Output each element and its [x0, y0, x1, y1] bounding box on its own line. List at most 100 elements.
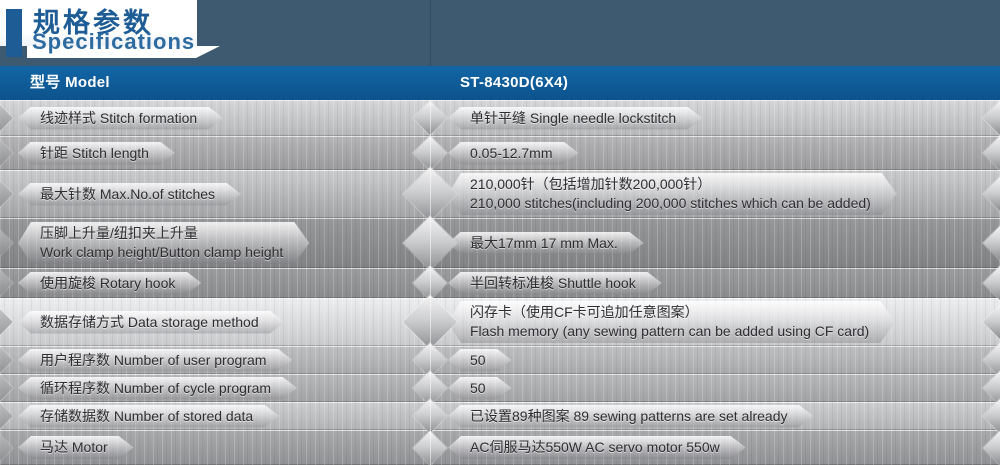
spec-value-ribbon: 单针平缝 Single needle lockstitch: [448, 107, 702, 130]
spec-value-ribbon: 50: [448, 377, 512, 400]
spec-value: 单针平缝 Single needle lockstitch: [470, 109, 677, 126]
spec-value: 半回转标准梭 Shuttle hook: [470, 274, 636, 291]
spec-value-cell: 单针平缝 Single needle lockstitch: [448, 100, 988, 136]
divider-diamond: [413, 399, 447, 433]
spec-value-ribbon: 0.05-12.7mm: [448, 142, 578, 165]
spec-label-ribbon: 用户程序数 Number of user program: [18, 349, 292, 372]
table-row: 最大针数 Max.No.of stitches 210,000针（包括增加针数2…: [0, 167, 1000, 221]
spec-label: 用户程序数 Number of user program: [40, 351, 267, 368]
spec-label-cell: 数据存储方式 Data storage method: [18, 298, 418, 346]
spec-table: 线迹样式 Stitch formation 单针平缝 Single needle…: [0, 100, 1000, 465]
spec-label-cell: 循环程序数 Number of cycle program: [18, 374, 418, 402]
spec-value-ribbon: 最大17mm 17 mm Max.: [448, 232, 644, 255]
spec-label-ribbon: 线迹样式 Stitch formation: [18, 107, 223, 130]
spec-label: 线迹样式 Stitch formation: [40, 109, 198, 126]
spec-value: 210,000针（包括增加针数200,000针）: [470, 176, 712, 192]
left-edge-diamond: [0, 105, 13, 131]
spec-label: Work clamp height/Button clamp height: [40, 244, 284, 260]
spec-value-cell: 0.05-12.7mm: [448, 136, 988, 170]
left-edge-diamond: [0, 181, 13, 207]
spec-label-cell: 压脚上升量/纽扣夹上升量 Work clamp height/Button cl…: [18, 218, 418, 268]
spec-label-cell: 使用旋梭 Rotary hook: [18, 268, 418, 298]
spec-value-ribbon: 50: [448, 349, 512, 372]
spec-label-cell: 线迹样式 Stitch formation: [18, 100, 418, 136]
spec-value-ribbon: AC伺服马达550W AC servo motor 550w: [448, 436, 746, 459]
spec-label: 马达 Motor: [40, 439, 108, 455]
spec-value-cell: 半回转标准梭 Shuttle hook: [448, 268, 988, 298]
spec-label-ribbon: 针距 Stitch length: [18, 142, 175, 165]
spec-label-cell: 马达 Motor: [18, 430, 418, 465]
spec-value: 已设置89种图案 89 sewing patterns are set alre…: [470, 407, 788, 424]
spec-value-cell: 已设置89种图案 89 sewing patterns are set alre…: [448, 402, 988, 430]
divider-diamond: [413, 136, 447, 170]
spec-label: 循环程序数 Number of cycle program: [40, 379, 272, 396]
spec-value-ribbon: 闪存卡（使用CF卡可追加任意图案） Flash memory (any sewi…: [448, 301, 895, 343]
spec-label: 使用旋梭 Rotary hook: [40, 274, 176, 291]
divider-diamond: [413, 371, 447, 405]
spec-label-ribbon: 循环程序数 Number of cycle program: [18, 377, 297, 400]
spec-label: 存储数据数 Number of stored data: [40, 407, 254, 424]
spec-label-ribbon: 数据存储方式 Data storage method: [18, 311, 285, 334]
table-row: 线迹样式 Stitch formation 单针平缝 Single needle…: [0, 100, 1000, 136]
spec-value: 最大17mm 17 mm Max.: [470, 234, 618, 251]
title-block: [0, 0, 197, 46]
table-row: 马达 Motor AC伺服马达550W AC servo motor 550w: [0, 430, 1000, 465]
model-label: 型号 Model: [30, 74, 110, 91]
left-edge-diamond: [0, 230, 13, 256]
spec-value-cell: 闪存卡（使用CF卡可追加任意图案） Flash memory (any sewi…: [448, 298, 988, 346]
divider-diamond: [413, 430, 447, 465]
page-title-zh: 规格参数: [33, 8, 153, 38]
spec-label-cell: 最大针数 Max.No.of stitches: [18, 170, 418, 218]
spec-value-cell: 最大17mm 17 mm Max.: [448, 218, 988, 268]
table-row: 压脚上升量/纽扣夹上升量 Work clamp height/Button cl…: [0, 216, 1000, 270]
left-edge-diamond: [0, 140, 13, 166]
spec-label-ribbon: 马达 Motor: [18, 436, 134, 459]
divider-diamond: [413, 343, 447, 377]
model-header-row: 型号 Model ST-8430D(6X4): [0, 66, 1000, 100]
spec-label-ribbon: 存储数据数 Number of stored data: [18, 405, 279, 428]
table-row: 循环程序数 Number of cycle program 50: [0, 371, 1000, 405]
left-edge-diamond: [0, 309, 13, 335]
spec-value-cell: 210,000针（包括增加针数200,000针） 210,000 stitche…: [448, 170, 988, 218]
spec-value: 0.05-12.7mm: [470, 144, 553, 161]
left-edge-diamond: [0, 403, 13, 429]
left-edge-diamond: [0, 434, 13, 461]
spec-value-cell: 50: [448, 346, 988, 374]
left-edge-diamond: [0, 270, 13, 296]
spec-label-cell: 用户程序数 Number of user program: [18, 346, 418, 374]
spec-value-ribbon: 210,000针（包括增加针数200,000针） 210,000 stitche…: [448, 173, 897, 215]
page-title-en: Specifications: [32, 29, 196, 54]
spec-label-ribbon: 最大针数 Max.No.of stitches: [18, 183, 241, 206]
spec-value: Flash memory (any sewing pattern can be …: [470, 323, 870, 339]
left-edge-diamond: [0, 375, 13, 401]
model-value: ST-8430D(6X4): [460, 74, 569, 91]
spec-value: 50: [470, 351, 486, 368]
divider-diamond: [413, 266, 447, 300]
spec-value-cell: 50: [448, 374, 988, 402]
spec-label: 最大针数 Max.No.of stitches: [40, 185, 216, 202]
spec-value: 210,000 stitches(including 200,000 stitc…: [470, 195, 871, 211]
table-row: 存储数据数 Number of stored data 已设置89种图案 89 …: [0, 399, 1000, 433]
spec-label-ribbon: 压脚上升量/纽扣夹上升量 Work clamp height/Button cl…: [18, 222, 309, 264]
spec-label-cell: 针距 Stitch length: [18, 136, 418, 170]
title-underline: [27, 46, 220, 58]
left-edge-diamond: [0, 347, 13, 373]
spec-value: 50: [470, 379, 486, 396]
spec-value-ribbon: 半回转标准梭 Shuttle hook: [448, 272, 662, 295]
spec-value: 闪存卡（使用CF卡可追加任意图案）: [470, 304, 699, 320]
table-row: 使用旋梭 Rotary hook 半回转标准梭 Shuttle hook: [0, 266, 1000, 300]
spec-label-cell: 存储数据数 Number of stored data: [18, 402, 418, 430]
spec-label: 针距 Stitch length: [40, 144, 149, 161]
divider-diamond: [413, 101, 447, 135]
spec-label: 数据存储方式 Data storage method: [40, 313, 259, 330]
spec-value-ribbon: 已设置89种图案 89 sewing patterns are set alre…: [448, 405, 813, 428]
table-row: 数据存储方式 Data storage method 闪存卡（使用CF卡可追加任…: [0, 295, 1000, 349]
title-accent-bar: [6, 9, 22, 57]
spec-value-cell: AC伺服马达550W AC servo motor 550w: [448, 430, 988, 465]
top-band: 规格参数 Specifications: [0, 0, 1000, 66]
spec-label: 压脚上升量/纽扣夹上升量: [40, 225, 198, 241]
spec-value: AC伺服马达550W AC servo motor 550w: [470, 439, 720, 455]
table-row: 针距 Stitch length 0.05-12.7mm: [0, 136, 1000, 170]
table-row: 用户程序数 Number of user program 50: [0, 343, 1000, 377]
